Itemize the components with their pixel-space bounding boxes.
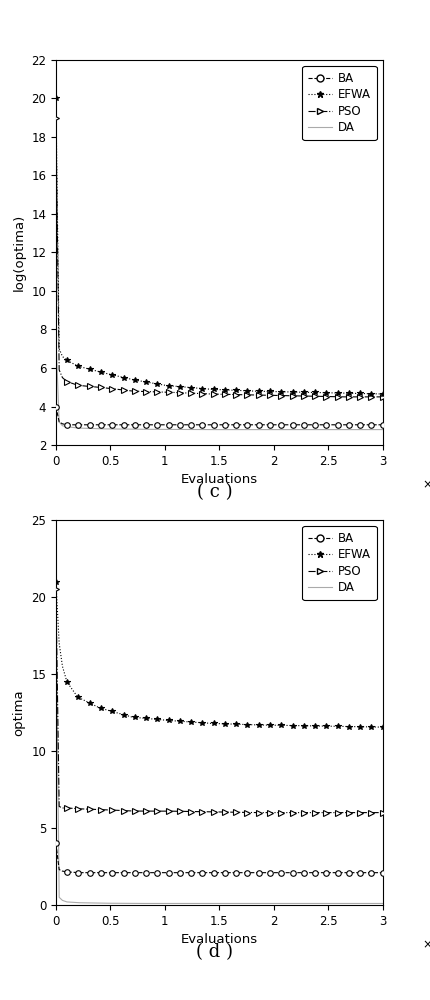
Text: $\times 10^5$: $\times 10^5$ xyxy=(421,936,430,952)
Y-axis label: optima: optima xyxy=(13,689,26,736)
X-axis label: Evaluations: Evaluations xyxy=(181,933,258,946)
Legend: BA, EFWA, PSO, DA: BA, EFWA, PSO, DA xyxy=(302,526,377,600)
Text: ( c ): ( c ) xyxy=(197,483,233,501)
Text: ( d ): ( d ) xyxy=(197,943,233,961)
Text: $\times 10^5$: $\times 10^5$ xyxy=(421,476,430,492)
X-axis label: Evaluations: Evaluations xyxy=(181,473,258,486)
Legend: BA, EFWA, PSO, DA: BA, EFWA, PSO, DA xyxy=(302,66,377,140)
Y-axis label: log(optima): log(optima) xyxy=(12,214,26,291)
